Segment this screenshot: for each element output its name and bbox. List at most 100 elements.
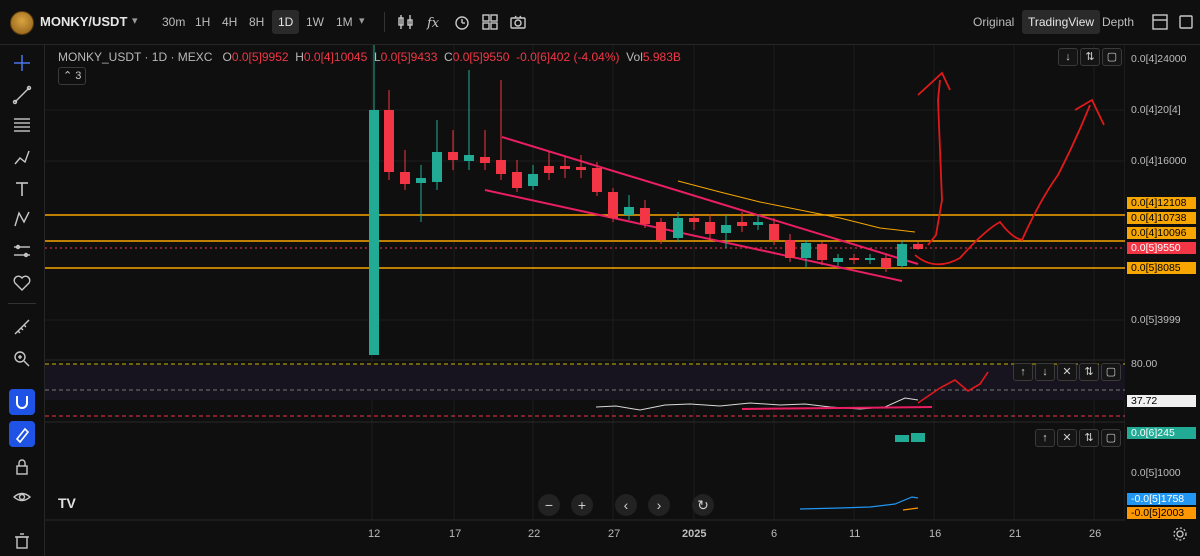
time-axis-label: 17 xyxy=(449,528,462,540)
candle xyxy=(640,208,650,224)
close-value: 0.0[5]9550 xyxy=(452,50,510,64)
heart-icon[interactable] xyxy=(12,273,32,293)
symbol-title[interactable]: MONKY/USDT xyxy=(40,14,128,29)
candle xyxy=(785,240,795,258)
toolbar-divider xyxy=(8,303,36,304)
candle xyxy=(496,160,506,174)
indicators-collapse-button[interactable]: ⌃ 3 xyxy=(58,67,87,85)
move-up-button[interactable]: ↑ xyxy=(1035,429,1055,447)
settings-icon[interactable] xyxy=(1172,526,1188,542)
price-box-current: 0.0[5]9550 xyxy=(1127,242,1196,254)
fullscreen-icon[interactable] xyxy=(1176,12,1196,32)
collapse-pane-button[interactable]: ⇅ xyxy=(1080,48,1100,66)
measure-icon[interactable] xyxy=(12,241,32,261)
eye-icon[interactable] xyxy=(12,487,32,507)
ruler-icon[interactable] xyxy=(12,317,32,337)
maximize-pane-button[interactable]: ▢ xyxy=(1101,363,1121,381)
time-axis-label: 6 xyxy=(771,528,778,540)
svg-text:TV: TV xyxy=(58,495,77,511)
zoom-out-button[interactable]: − xyxy=(538,494,560,516)
collapse-pane-button[interactable]: ⇅ xyxy=(1079,363,1099,381)
price-axis-label: 0.0[4]20[4] xyxy=(1131,104,1181,116)
maximize-pane-button[interactable]: ▢ xyxy=(1101,429,1121,447)
camera-icon[interactable] xyxy=(508,12,528,32)
rsi-value-box: 37.72 xyxy=(1127,395,1196,407)
reset-chart-button[interactable]: ↻ xyxy=(692,494,714,516)
tab-1m[interactable]: 1M xyxy=(336,15,353,29)
trash-icon[interactable] xyxy=(12,531,32,551)
macd-line-box: -0.0[5]1758 xyxy=(1127,493,1196,505)
move-up-button[interactable]: ↑ xyxy=(1013,363,1033,381)
zoom-icon[interactable] xyxy=(12,349,32,369)
time-axis-label: 26 xyxy=(1089,528,1102,540)
fx-icon[interactable]: fx xyxy=(424,12,444,32)
view-depth[interactable]: Depth xyxy=(1102,15,1135,29)
price-box-support: 0.0[5]8085 xyxy=(1127,262,1196,274)
price-chart[interactable]: TV xyxy=(45,45,1125,556)
maximize-pane-button[interactable]: ▢ xyxy=(1102,48,1122,66)
candle xyxy=(512,172,522,188)
scroll-right-button[interactable]: › xyxy=(648,494,670,516)
view-original[interactable]: Original xyxy=(973,15,1015,29)
chevron-icon: ⌃ xyxy=(63,70,73,82)
tab-30m[interactable]: 30m xyxy=(162,15,186,29)
zoom-in-button[interactable]: + xyxy=(571,494,593,516)
lock-drawing-icon[interactable] xyxy=(9,421,35,447)
macd-histogram-box: 0.0[6]245 xyxy=(1127,427,1196,439)
price-box-resistance: 0.0[4]12108 xyxy=(1127,197,1196,209)
rsi-axis-label: 80.00 xyxy=(1131,358,1158,370)
trendline-icon[interactable] xyxy=(12,85,32,105)
crosshair-icon[interactable] xyxy=(12,53,32,73)
lock-icon[interactable] xyxy=(12,457,32,477)
tab-1w[interactable]: 1W xyxy=(306,15,324,29)
high-value: 0.0[4]10045 xyxy=(303,50,368,64)
timeframe-dropdown-icon[interactable]: ▾ xyxy=(359,15,365,27)
move-down-button[interactable]: ↓ xyxy=(1058,48,1078,66)
tab-1d[interactable]: 1D xyxy=(272,10,300,34)
layout-icon[interactable] xyxy=(480,12,500,32)
chart-legend: MONKY_USDT · 1D · MEXC O0.0[5]9952 H0.0[… xyxy=(58,50,681,64)
macd-signal-line xyxy=(902,507,919,511)
candle xyxy=(369,110,379,355)
tab-1h[interactable]: 1H xyxy=(195,15,211,29)
channel-upper-line[interactable] xyxy=(501,136,919,265)
channel-lower-line[interactable] xyxy=(484,189,903,282)
rsi-trendline[interactable] xyxy=(741,406,933,410)
forecast-arrow-drawing[interactable] xyxy=(917,71,951,246)
collapse-pane-button[interactable]: ⇅ xyxy=(1079,429,1099,447)
candle xyxy=(464,155,474,161)
volume-label: Vol xyxy=(626,50,643,64)
text-icon[interactable] xyxy=(12,179,32,199)
view-tradingview[interactable]: TradingView xyxy=(1022,10,1101,34)
pattern-icon[interactable] xyxy=(12,209,32,229)
low-value: 0.0[5]9433 xyxy=(380,50,438,64)
close-pane-button[interactable]: ✕ xyxy=(1057,429,1077,447)
layout-window-icon[interactable] xyxy=(1150,12,1170,32)
time-axis-label: 12 xyxy=(368,528,381,540)
candle xyxy=(528,174,538,186)
high-label: H xyxy=(295,50,304,64)
candle xyxy=(576,167,586,170)
time-axis-label: 16 xyxy=(929,528,942,540)
moving-average-line xyxy=(677,180,916,233)
rsi-forecast-drawing[interactable] xyxy=(917,371,989,404)
candle xyxy=(544,166,554,173)
close-label: C xyxy=(444,50,453,64)
brush-icon[interactable] xyxy=(12,147,32,167)
magnet-icon[interactable] xyxy=(9,389,35,415)
fib-icon[interactable] xyxy=(12,115,32,135)
close-pane-button[interactable]: ✕ xyxy=(1057,363,1077,381)
scroll-left-button[interactable]: ‹ xyxy=(615,494,637,516)
candle xyxy=(448,152,458,160)
tab-4h[interactable]: 4H xyxy=(222,15,238,29)
rsi-band xyxy=(45,364,1125,400)
alert-icon[interactable] xyxy=(452,12,472,32)
tab-8h[interactable]: 8H xyxy=(249,15,265,29)
move-down-button[interactable]: ↓ xyxy=(1035,363,1055,381)
candle xyxy=(721,225,731,233)
forecast-path-drawing[interactable] xyxy=(914,98,1105,266)
symbol-dropdown-icon[interactable]: ▾ xyxy=(132,15,138,27)
candle xyxy=(913,244,923,249)
macd-line xyxy=(799,496,919,510)
indicators-icon[interactable] xyxy=(396,12,416,32)
